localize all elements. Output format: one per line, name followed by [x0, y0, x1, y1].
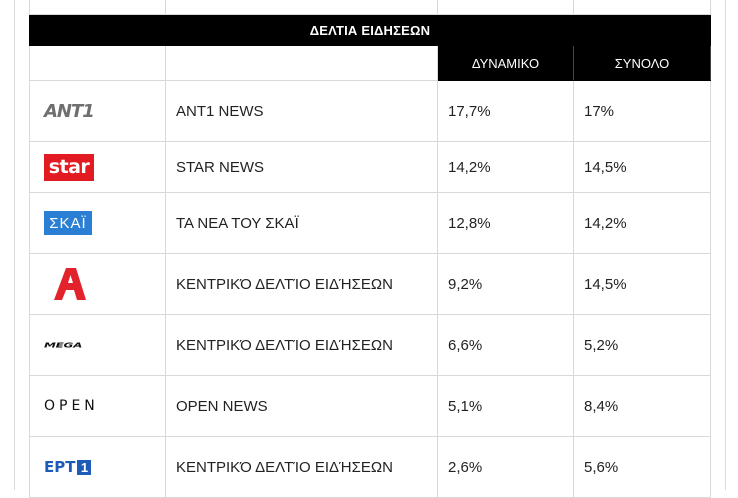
dynamic-share: 12,8%	[437, 192, 574, 254]
channel-logo-cell: ANT1	[29, 80, 166, 142]
ert1-logo-number: 1	[77, 459, 92, 475]
channel-logo-cell: ΕΡΤ 1	[29, 436, 166, 498]
dynamic-share: 9,2%	[437, 253, 574, 315]
empty-cell	[437, 0, 574, 15]
program-name: ΤΑ ΝΕΑ ΤΟΥ ΣΚΑΪ	[165, 192, 438, 254]
channel-logo-cell: OPEN	[29, 375, 166, 437]
dynamic-share: 17,7%	[437, 80, 574, 142]
program-name: ΚΕΝΤΡΙΚΌ ΔΕΛΤΊΟ ΕΙΔΉΣΕΩΝ	[165, 436, 438, 498]
table-row: OPEN OPEN NEWS 5,1% 8,4%	[29, 375, 711, 437]
mega-logo: MEGA	[44, 340, 83, 350]
program-name: ΚΕΝΤΡΙΚΌ ΔΕΛΤΊΟ ΕΙΔΉΣΕΩΝ	[165, 253, 438, 315]
table-row: ΕΡΤ 1 ΚΕΝΤΡΙΚΌ ΔΕΛΤΊΟ ΕΙΔΉΣΕΩΝ 2,6% 5,6%	[29, 436, 711, 498]
alpha-logo	[54, 268, 86, 300]
program-name: ANT1 NEWS	[165, 80, 438, 142]
dynamic-share: 14,2%	[437, 141, 574, 193]
empty-cell	[573, 0, 711, 15]
table-header-row: ΔΥΝΑΜΙΚΟ ΣΥΝΟΛΟ	[29, 45, 711, 81]
table-top-spacer-row	[29, 0, 711, 15]
empty-cell	[165, 0, 438, 15]
channel-logo-cell: MEGA	[29, 314, 166, 376]
total-share: 17%	[573, 80, 711, 142]
table-row: ANT1 ANT1 NEWS 17,7% 17%	[29, 80, 711, 142]
dynamic-share: 6,6%	[437, 314, 574, 376]
ert1-logo-text: ΕΡΤ	[44, 458, 76, 476]
dynamic-share: 2,6%	[437, 436, 574, 498]
total-share: 14,2%	[573, 192, 711, 254]
total-share: 14,5%	[573, 253, 711, 315]
ant1-logo: ANT1	[44, 100, 95, 122]
channel-logo-cell: ΣΚΑΪ	[29, 192, 166, 254]
total-share: 14,5%	[573, 141, 711, 193]
star-logo: star	[44, 153, 94, 181]
ratings-table: ΔΕΛΤΙΑ ΕΙΔΗΣΕΩΝ ΔΥΝΑΜΙΚΟ ΣΥΝΟΛΟ ANT1 ANT…	[29, 0, 711, 498]
total-share: 5,2%	[573, 314, 711, 376]
empty-cell	[29, 0, 166, 15]
empty-header-cell	[29, 45, 166, 81]
column-header-dynamic: ΔΥΝΑΜΙΚΟ	[437, 45, 574, 81]
total-share: 5,6%	[573, 436, 711, 498]
table-row: ΣΚΑΪ ΤΑ ΝΕΑ ΤΟΥ ΣΚΑΪ 12,8% 14,2%	[29, 192, 711, 254]
content-frame	[14, 0, 726, 490]
program-name: STAR NEWS	[165, 141, 438, 193]
table-row: ΚΕΝΤΡΙΚΌ ΔΕΛΤΊΟ ΕΙΔΉΣΕΩΝ 9,2% 14,5%	[29, 253, 711, 315]
program-name: OPEN NEWS	[165, 375, 438, 437]
table-row: MEGA ΚΕΝΤΡΙΚΌ ΔΕΛΤΊΟ ΕΙΔΉΣΕΩΝ 6,6% 5,2%	[29, 314, 711, 376]
total-share: 8,4%	[573, 375, 711, 437]
skai-logo: ΣΚΑΪ	[44, 211, 92, 235]
program-name: ΚΕΝΤΡΙΚΌ ΔΕΛΤΊΟ ΕΙΔΉΣΕΩΝ	[165, 314, 438, 376]
ert1-logo: ΕΡΤ 1	[30, 437, 165, 497]
table-title-row: ΔΕΛΤΙΑ ΕΙΔΗΣΕΩΝ	[29, 14, 711, 46]
channel-logo-cell: star	[29, 141, 166, 193]
table-row: star STAR NEWS 14,2% 14,5%	[29, 141, 711, 193]
channel-logo-cell	[29, 253, 166, 315]
open-logo: OPEN	[44, 398, 99, 414]
column-header-total: ΣΥΝΟΛΟ	[573, 45, 711, 81]
empty-header-cell	[165, 45, 438, 81]
table-title: ΔΕΛΤΙΑ ΕΙΔΗΣΕΩΝ	[29, 14, 711, 46]
dynamic-share: 5,1%	[437, 375, 574, 437]
